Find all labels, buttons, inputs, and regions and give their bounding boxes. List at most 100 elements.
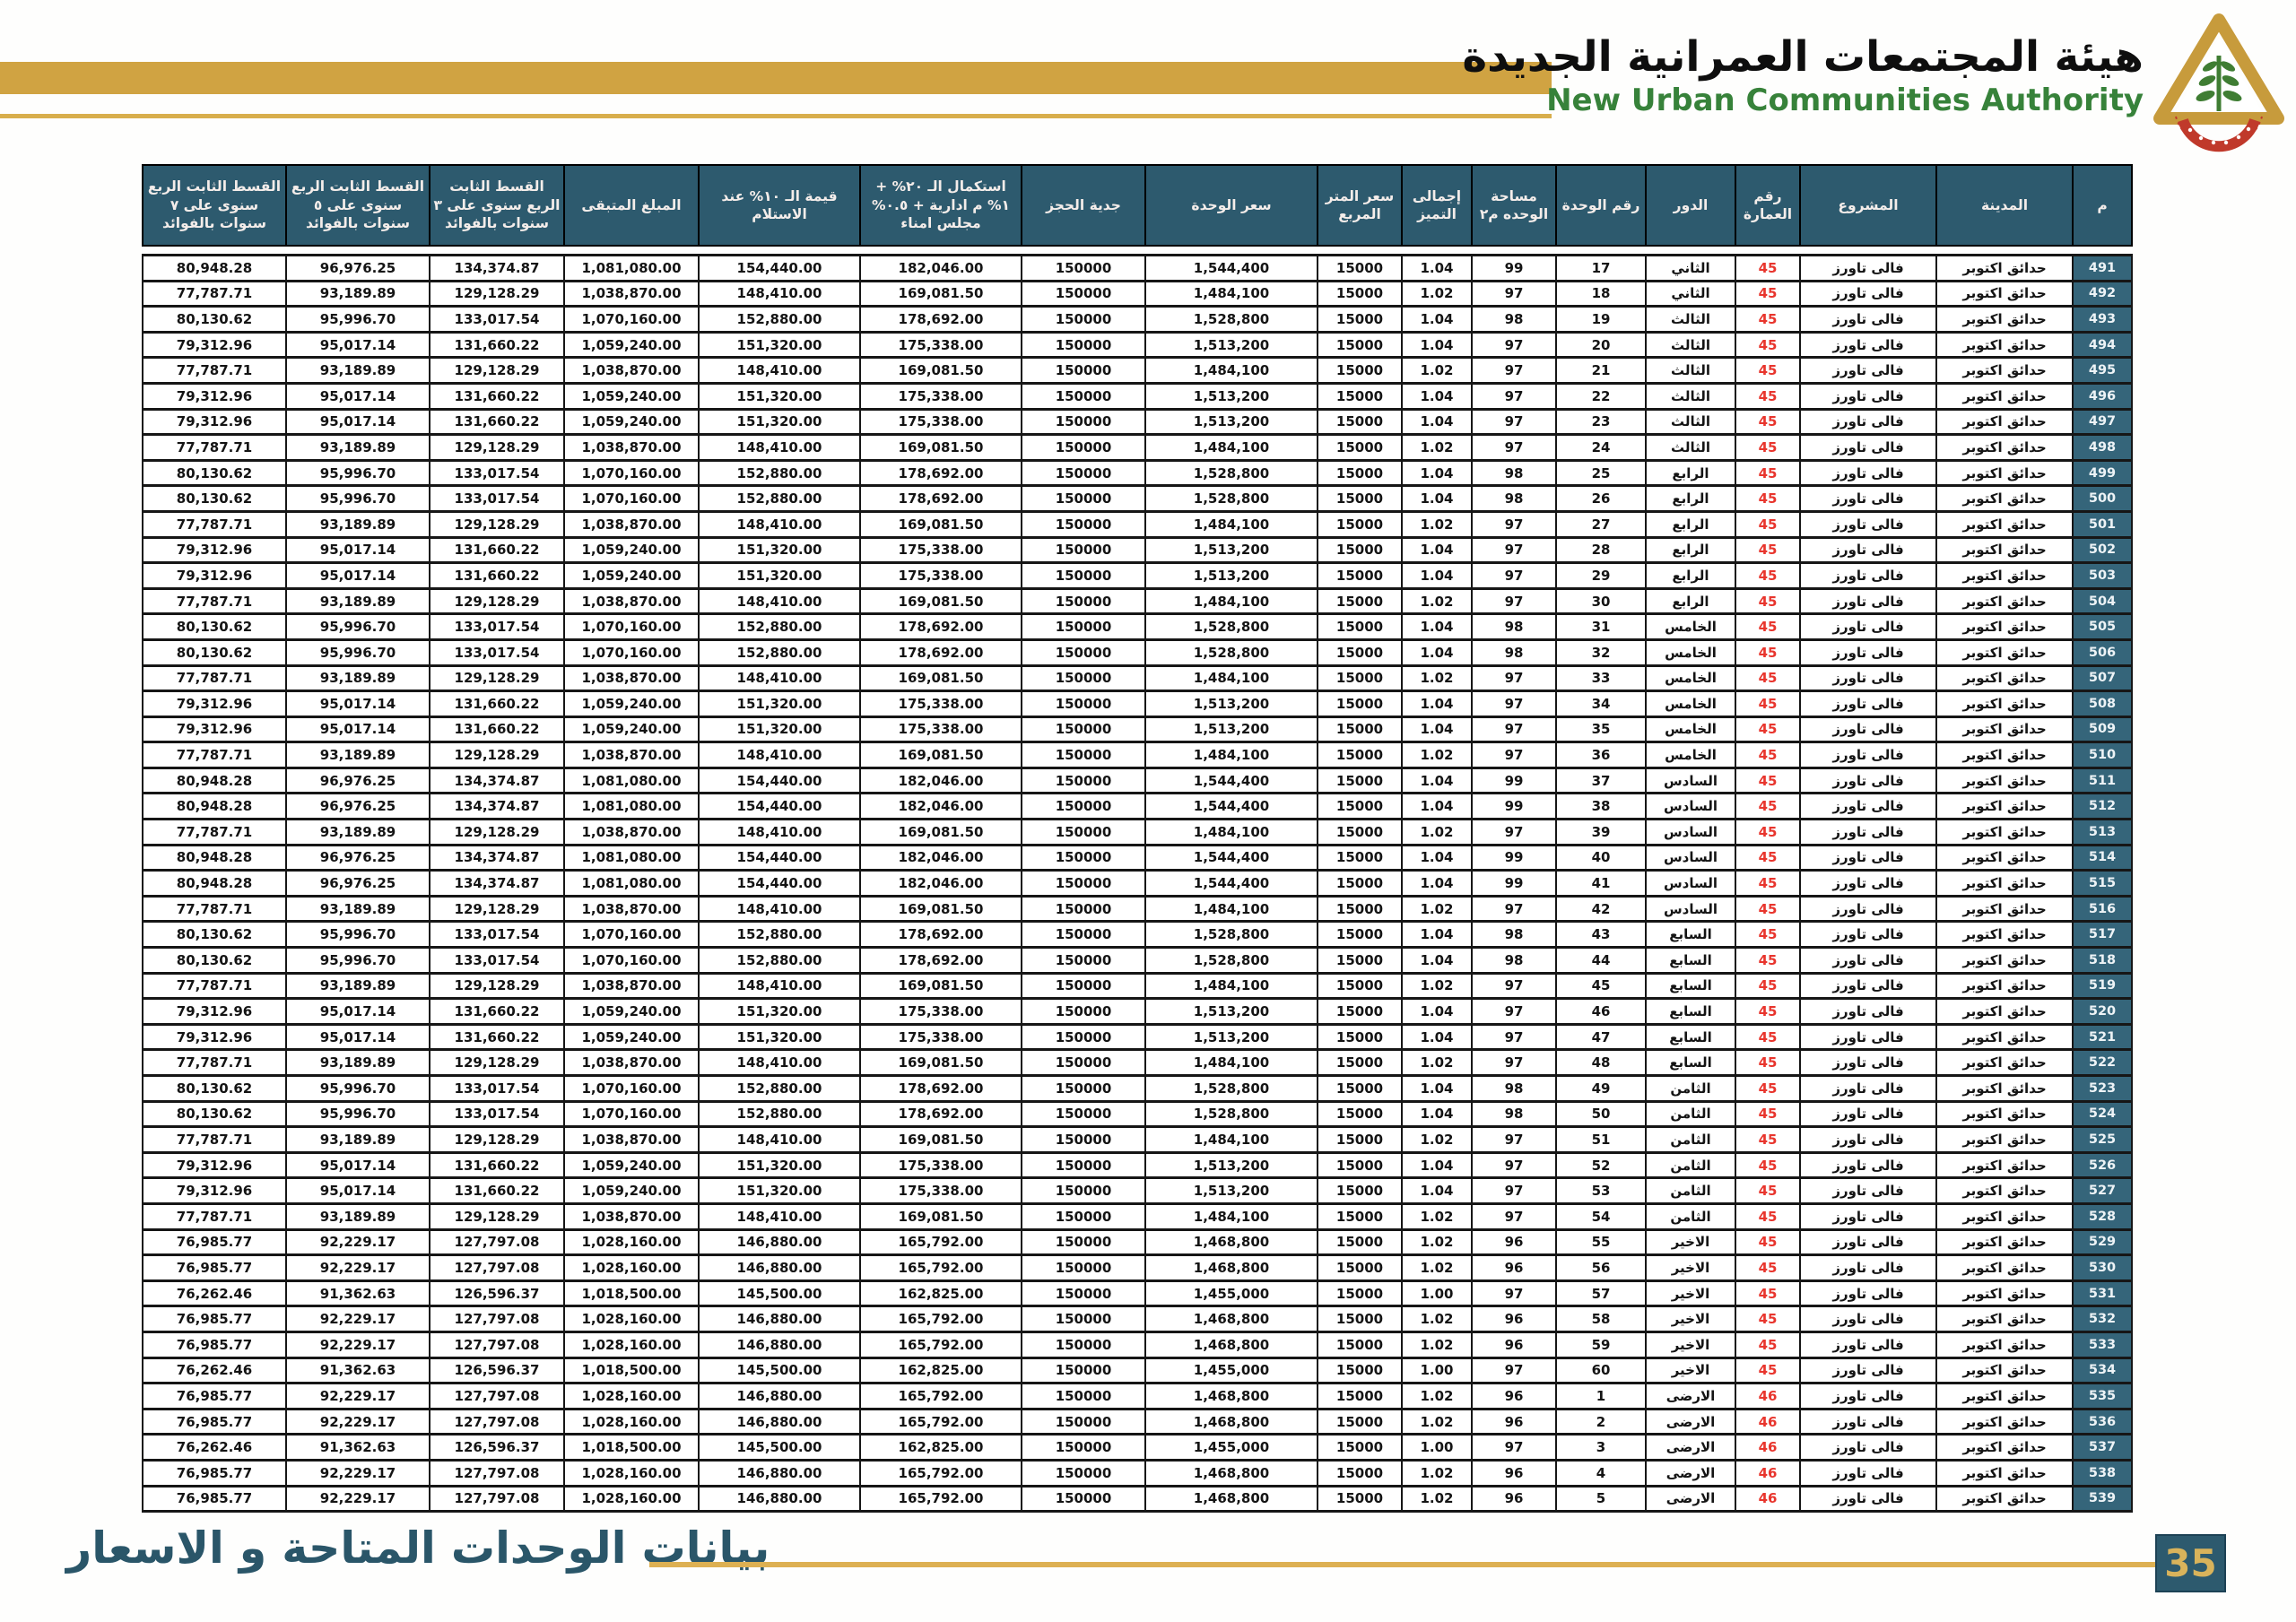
- cell-city: حدائق اكتوبر: [1935, 1176, 2074, 1205]
- cell-unit_no: 21: [1555, 356, 1647, 385]
- header-gap-cell: [143, 246, 2132, 256]
- cell-unit_price: 1,513,200: [1144, 1150, 1318, 1180]
- col-header-installment_5y: القسط الثابت الربع سنوى على ٥ سنوات بالف…: [285, 164, 430, 247]
- cell-unit_price: 1,468,800: [1144, 1382, 1318, 1410]
- cell-city: حدائق اكتوبر: [1935, 1074, 2074, 1103]
- table-row: 493 حدائق اكتوبر فالى تاورز 45 الثالث 19 98 1.0…: [142, 305, 2133, 334]
- cell-premium_total: 1.04: [1401, 715, 1473, 744]
- cell-reservation_deposit: 150000: [1021, 818, 1146, 846]
- cell-price_per_sqm: 15000: [1317, 1099, 1403, 1129]
- cell-installment_3y: 131,660.22: [429, 1176, 565, 1205]
- cell-installment_7y: 80,948.28: [142, 792, 287, 821]
- cell-delivery_10pct: 146,880.00: [698, 1305, 861, 1333]
- cell-price_per_sqm: 15000: [1317, 741, 1403, 769]
- cell-serial: 515: [2072, 869, 2133, 898]
- cell-premium_total: 1.02: [1401, 1305, 1473, 1333]
- cell-installment_7y: 77,787.71: [142, 433, 287, 462]
- col-header-installment_3y: القسط الثابت الربع سنوى على ٣ سنوات بالف…: [429, 164, 565, 247]
- cell-remaining_amount: 1,038,870.00: [563, 356, 700, 385]
- col-header-city: المدينة: [1935, 164, 2074, 247]
- cell-delivery_10pct: 151,320.00: [698, 1150, 861, 1180]
- cell-building_no: 45: [1735, 638, 1801, 667]
- cell-building_no: 45: [1735, 997, 1801, 1026]
- cell-reservation_deposit: 150000: [1021, 843, 1146, 872]
- cell-unit_price: 1,528,800: [1144, 946, 1318, 975]
- cell-installment_7y: 76,985.77: [142, 1382, 287, 1410]
- cell-building_no: 45: [1735, 1356, 1801, 1385]
- cell-installment_7y: 76,985.77: [142, 1407, 287, 1436]
- table-row: 536 حدائق اكتوبر فالى تاورز 46 الارضى 2 96 1.02…: [142, 1407, 2133, 1436]
- cell-installment_5y: 96,976.25: [285, 792, 430, 821]
- cell-installment_3y: 131,660.22: [429, 997, 565, 1026]
- cell-unit_no: 35: [1555, 715, 1647, 744]
- cell-serial: 533: [2072, 1330, 2133, 1359]
- col-header-building_no: رقم العمارة: [1735, 164, 1801, 247]
- cell-completion_20pct: 169,081.50: [859, 971, 1022, 1001]
- cell-floor: الاخير: [1645, 1279, 1736, 1308]
- cell-installment_3y: 129,128.29: [429, 509, 565, 539]
- cell-unit_price: 1,528,800: [1144, 305, 1318, 334]
- cell-remaining_amount: 1,038,870.00: [563, 279, 700, 308]
- cell-reservation_deposit: 150000: [1021, 766, 1146, 795]
- cell-city: حدائق اكتوبر: [1935, 971, 2074, 1001]
- cell-serial: 509: [2072, 715, 2133, 744]
- cell-installment_3y: 133,017.54: [429, 612, 565, 641]
- cell-unit_price: 1,528,800: [1144, 638, 1318, 667]
- cell-completion_20pct: 175,338.00: [859, 997, 1022, 1026]
- cell-installment_3y: 129,128.29: [429, 664, 565, 693]
- cell-serial: 528: [2072, 1201, 2133, 1231]
- cell-reservation_deposit: 150000: [1021, 1407, 1146, 1436]
- table-row: 530 حدائق اكتوبر فالى تاورز 45 الاخير 56 96 1.0…: [142, 1253, 2133, 1282]
- cell-completion_20pct: 169,081.50: [859, 818, 1022, 846]
- table-row: 508 حدائق اكتوبر فالى تاورز 45 الخامس 34 97 1.0…: [142, 690, 2133, 718]
- cell-installment_5y: 92,229.17: [285, 1458, 430, 1488]
- cell-installment_3y: 133,017.54: [429, 1099, 565, 1129]
- cell-delivery_10pct: 148,410.00: [698, 741, 861, 769]
- top-gold-bar: [0, 62, 1552, 94]
- cell-area: 97: [1471, 279, 1557, 308]
- cell-unit_no: 4: [1555, 1458, 1647, 1488]
- cell-reservation_deposit: 150000: [1021, 1176, 1146, 1205]
- cell-completion_20pct: 169,081.50: [859, 509, 1022, 539]
- table-row: 526 حدائق اكتوبر فالى تاورز 45 الثامن 52 97 1.0…: [142, 1150, 2133, 1180]
- cell-delivery_10pct: 148,410.00: [698, 894, 861, 924]
- cell-installment_3y: 134,374.87: [429, 869, 565, 898]
- cell-completion_20pct: 175,338.00: [859, 561, 1022, 590]
- cell-reservation_deposit: 150000: [1021, 1433, 1146, 1462]
- cell-remaining_amount: 1,038,870.00: [563, 509, 700, 539]
- cell-building_no: 45: [1735, 1305, 1801, 1333]
- cell-unit_no: 45: [1555, 971, 1647, 1001]
- cell-serial: 502: [2072, 535, 2133, 565]
- cell-remaining_amount: 1,059,240.00: [563, 690, 700, 718]
- cell-serial: 505: [2072, 612, 2133, 641]
- cell-completion_20pct: 175,338.00: [859, 1176, 1022, 1205]
- cell-reservation_deposit: 150000: [1021, 664, 1146, 693]
- cell-installment_3y: 133,017.54: [429, 305, 565, 334]
- cell-installment_7y: 80,130.62: [142, 1074, 287, 1103]
- cell-serial: 508: [2072, 690, 2133, 718]
- table-row: 515 حدائق اكتوبر فالى تاورز 45 السادس 41 99 1.0…: [142, 869, 2133, 898]
- cell-city: حدائق اكتوبر: [1935, 638, 2074, 667]
- cell-completion_20pct: 178,692.00: [859, 458, 1022, 488]
- cell-completion_20pct: 178,692.00: [859, 1074, 1022, 1103]
- cell-price_per_sqm: 15000: [1317, 407, 1403, 437]
- cell-city: حدائق اكتوبر: [1935, 1099, 2074, 1129]
- cell-delivery_10pct: 145,500.00: [698, 1279, 861, 1308]
- cell-city: حدائق اكتوبر: [1935, 1253, 2074, 1282]
- cell-premium_total: 1.02: [1401, 356, 1473, 385]
- cell-serial: 496: [2072, 381, 2133, 411]
- cell-building_no: 45: [1735, 869, 1801, 898]
- cell-city: حدائق اكتوبر: [1935, 535, 2074, 565]
- col-header-floor: الدور: [1645, 164, 1736, 247]
- cell-completion_20pct: 165,792.00: [859, 1407, 1022, 1436]
- cell-remaining_amount: 1,028,160.00: [563, 1484, 700, 1514]
- cell-installment_5y: 93,189.89: [285, 509, 430, 539]
- cell-project: فالى تاورز: [1799, 1458, 1937, 1488]
- cell-unit_no: 38: [1555, 792, 1647, 821]
- authority-name-english: New Urban Communities Authority: [1546, 82, 2144, 118]
- cell-completion_20pct: 182,046.00: [859, 843, 1022, 872]
- table-row: 529 حدائق اكتوبر فالى تاورز 45 الاخير 55 96 1.0…: [142, 1227, 2133, 1257]
- cell-delivery_10pct: 148,410.00: [698, 1048, 861, 1077]
- cell-remaining_amount: 1,018,500.00: [563, 1356, 700, 1385]
- cell-floor: الخامس: [1645, 612, 1736, 641]
